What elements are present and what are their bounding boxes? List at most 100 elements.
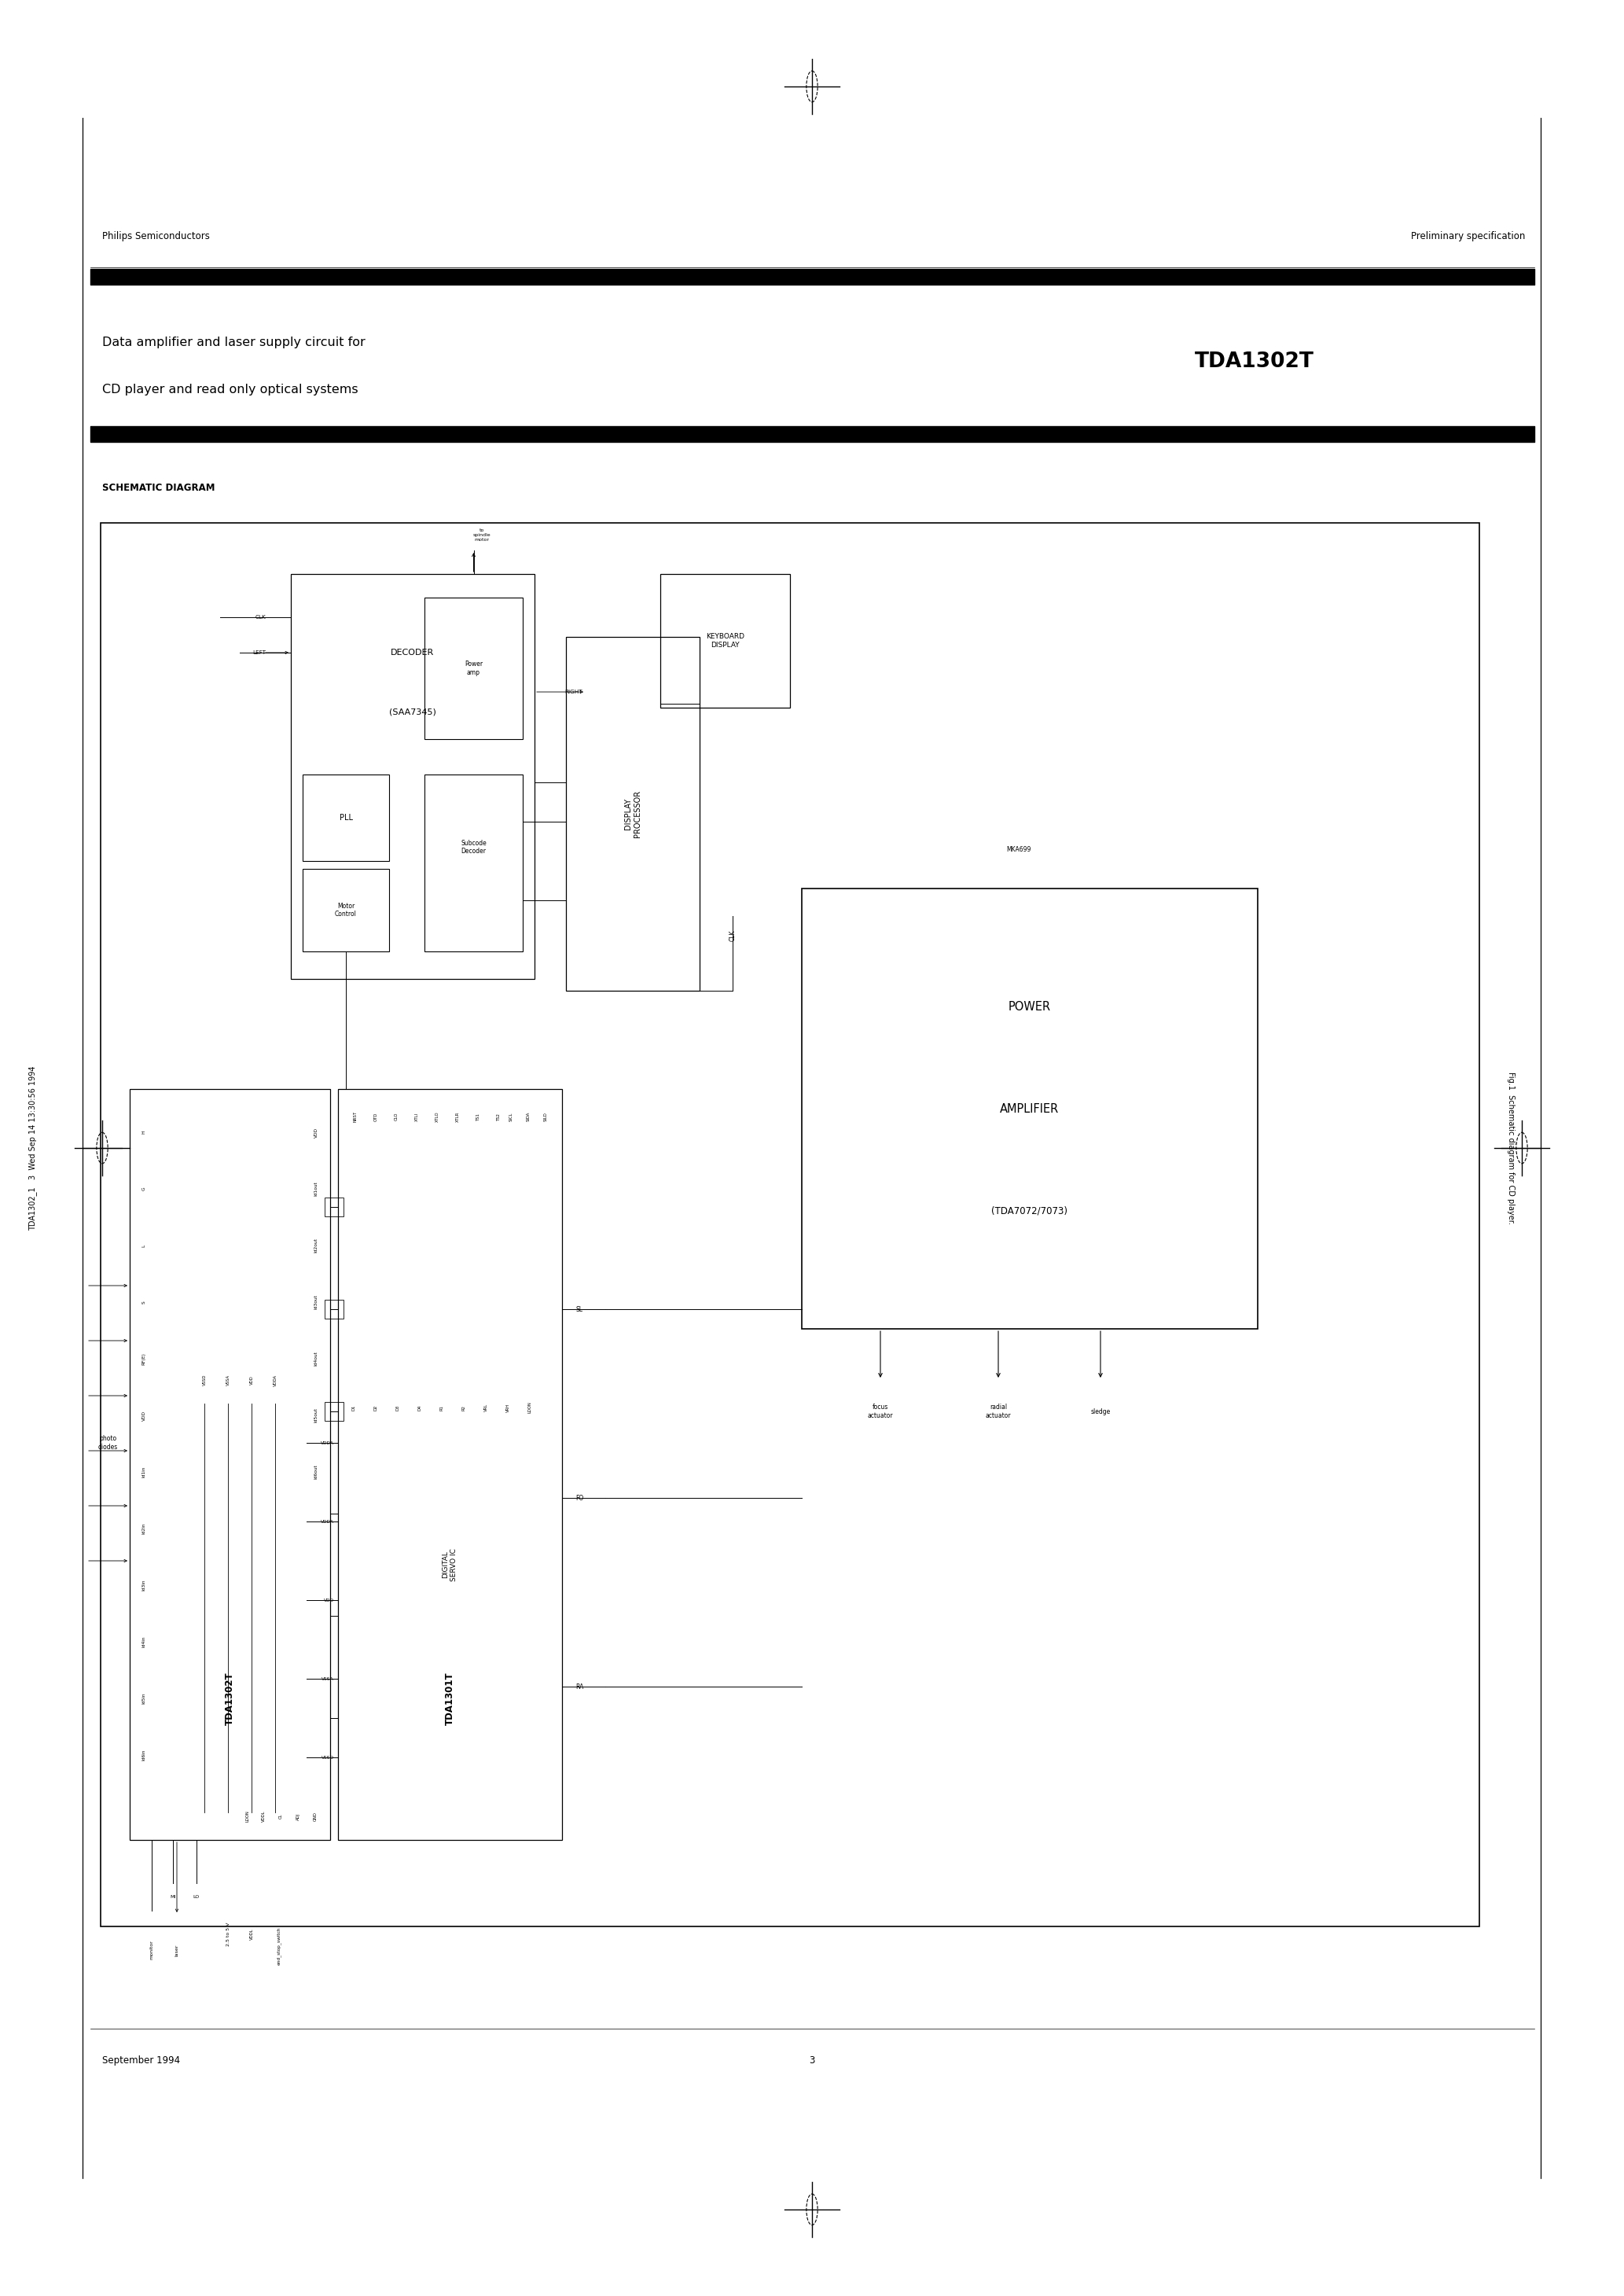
Text: POWER: POWER	[1009, 1001, 1051, 1013]
Text: sledge: sledge	[1091, 1407, 1111, 1414]
Text: Id4out: Id4out	[313, 1352, 318, 1366]
Bar	[130, 1088, 330, 1839]
Text: R1: R1	[440, 1405, 443, 1410]
Text: VDDA: VDDA	[322, 1442, 335, 1444]
Bar	[325, 1403, 344, 1421]
Text: Motor
Control: Motor Control	[335, 902, 357, 918]
Bar	[291, 574, 534, 978]
Text: LO: LO	[193, 1894, 200, 1899]
Text: (SAA7345): (SAA7345)	[390, 707, 437, 716]
Text: to
spindle
motor: to spindle motor	[473, 528, 490, 542]
Text: SCHEMATIC DIAGRAM: SCHEMATIC DIAGRAM	[102, 482, 214, 494]
Text: Fig.1  Schematic diagram for CD player.: Fig.1 Schematic diagram for CD player.	[1507, 1072, 1515, 1224]
Text: Preliminary specification: Preliminary specification	[1411, 232, 1525, 241]
Text: L: L	[141, 1244, 146, 1247]
Text: XTLI: XTLI	[414, 1111, 419, 1120]
Text: XTLO: XTLO	[435, 1111, 438, 1123]
Text: LEFT: LEFT	[252, 650, 266, 654]
Text: CLO: CLO	[395, 1114, 398, 1120]
Text: S: S	[141, 1300, 146, 1304]
Text: DECODER: DECODER	[391, 650, 434, 657]
Text: Id5out: Id5out	[313, 1407, 318, 1424]
Text: VDD: VDD	[141, 1410, 146, 1421]
Text: Id2out: Id2out	[313, 1238, 318, 1254]
Text: G: G	[141, 1187, 146, 1192]
Text: D4: D4	[417, 1405, 422, 1410]
Text: Id1out: Id1out	[313, 1182, 318, 1196]
Text: Id5in: Id5in	[141, 1692, 146, 1704]
Text: H: H	[141, 1130, 146, 1134]
Bar	[661, 574, 789, 707]
Text: DISPLAY
PROCESSOR: DISPLAY PROCESSOR	[624, 790, 641, 838]
Text: VDD: VDD	[313, 1127, 318, 1137]
Text: VSSD: VSSD	[203, 1375, 206, 1384]
Text: MI: MI	[171, 1894, 175, 1899]
Text: RA: RA	[575, 1683, 583, 1690]
Text: KEYBOARD
DISPLAY: KEYBOARD DISPLAY	[706, 634, 744, 647]
Text: CLK: CLK	[729, 930, 736, 941]
Text: TDA1302_1   3  Wed Sep 14 13:30:56 1994: TDA1302_1 3 Wed Sep 14 13:30:56 1994	[29, 1065, 37, 1231]
Text: VDDL: VDDL	[250, 1929, 253, 1940]
Text: (TDA7072/7073): (TDA7072/7073)	[992, 1205, 1069, 1217]
Text: AMPLIFIER: AMPLIFIER	[1000, 1102, 1059, 1114]
Bar	[424, 597, 523, 739]
Text: Id6out: Id6out	[313, 1465, 318, 1479]
Text: TDA1301T: TDA1301T	[445, 1671, 455, 1724]
Text: CD player and read only optical systems: CD player and read only optical systems	[102, 383, 359, 395]
Text: VDD: VDD	[323, 1598, 335, 1603]
Text: SL: SL	[577, 1306, 583, 1313]
Text: GND: GND	[313, 1812, 317, 1821]
Text: FO: FO	[575, 1495, 583, 1502]
Text: Id3in: Id3in	[141, 1580, 146, 1591]
Text: 2.5 to 5 V: 2.5 to 5 V	[226, 1922, 231, 1947]
Text: SIDA: SIDA	[526, 1111, 529, 1120]
Text: R2: R2	[461, 1405, 466, 1410]
Text: CL: CL	[279, 1814, 283, 1818]
Text: Data amplifier and laser supply circuit for: Data amplifier and laser supply circuit …	[102, 335, 365, 349]
Text: 3: 3	[809, 2055, 815, 2064]
Text: TS1: TS1	[476, 1114, 479, 1120]
Bar	[802, 889, 1257, 1329]
Text: TS2: TS2	[497, 1114, 500, 1120]
Text: end_stop_switch: end_stop_switch	[276, 1926, 281, 1965]
Bar	[302, 868, 390, 951]
Text: VDDA: VDDA	[322, 1520, 335, 1525]
Bar	[424, 774, 523, 951]
Text: photo
diodes: photo diodes	[97, 1435, 117, 1451]
Bar	[565, 636, 700, 992]
Text: VRH: VRH	[505, 1403, 510, 1412]
Text: SILD: SILD	[544, 1111, 547, 1120]
Text: monitor: monitor	[149, 1940, 154, 1961]
Text: Philips Semiconductors: Philips Semiconductors	[102, 232, 209, 241]
Text: focus
actuator: focus actuator	[867, 1403, 893, 1419]
Text: Power
amp: Power amp	[464, 661, 482, 675]
Text: SICL: SICL	[508, 1111, 513, 1120]
Text: Id6in: Id6in	[141, 1750, 146, 1761]
Bar	[325, 1199, 344, 1217]
Text: VSSD: VSSD	[322, 1756, 335, 1759]
Text: D3: D3	[396, 1405, 400, 1410]
Text: RF(E): RF(E)	[141, 1352, 146, 1364]
Text: LDON: LDON	[528, 1401, 531, 1414]
Text: September 1994: September 1994	[102, 2055, 180, 2064]
Bar	[101, 523, 1479, 1926]
Bar	[325, 1300, 344, 1318]
Text: PLL: PLL	[339, 813, 352, 822]
Text: Subcode
Decoder: Subcode Decoder	[461, 840, 487, 854]
Text: VSSA: VSSA	[226, 1375, 231, 1384]
Text: D1: D1	[352, 1405, 356, 1410]
Text: TDA1302T: TDA1302T	[1195, 351, 1314, 372]
Text: laser: laser	[175, 1945, 179, 1956]
Text: TDA1302T: TDA1302T	[224, 1671, 235, 1724]
Bar	[302, 774, 390, 861]
Text: DIGITAL
SERVO IC: DIGITAL SERVO IC	[442, 1548, 458, 1582]
Text: VRL: VRL	[484, 1403, 487, 1412]
Text: Id4in: Id4in	[141, 1637, 146, 1649]
Text: D2: D2	[374, 1405, 378, 1410]
Text: CLK: CLK	[255, 615, 266, 620]
Text: Id3out: Id3out	[313, 1295, 318, 1309]
Text: MKA699: MKA699	[1007, 845, 1031, 852]
Text: VSSA: VSSA	[322, 1676, 335, 1681]
Text: Id1in: Id1in	[141, 1467, 146, 1479]
Text: XTLR: XTLR	[455, 1111, 460, 1123]
